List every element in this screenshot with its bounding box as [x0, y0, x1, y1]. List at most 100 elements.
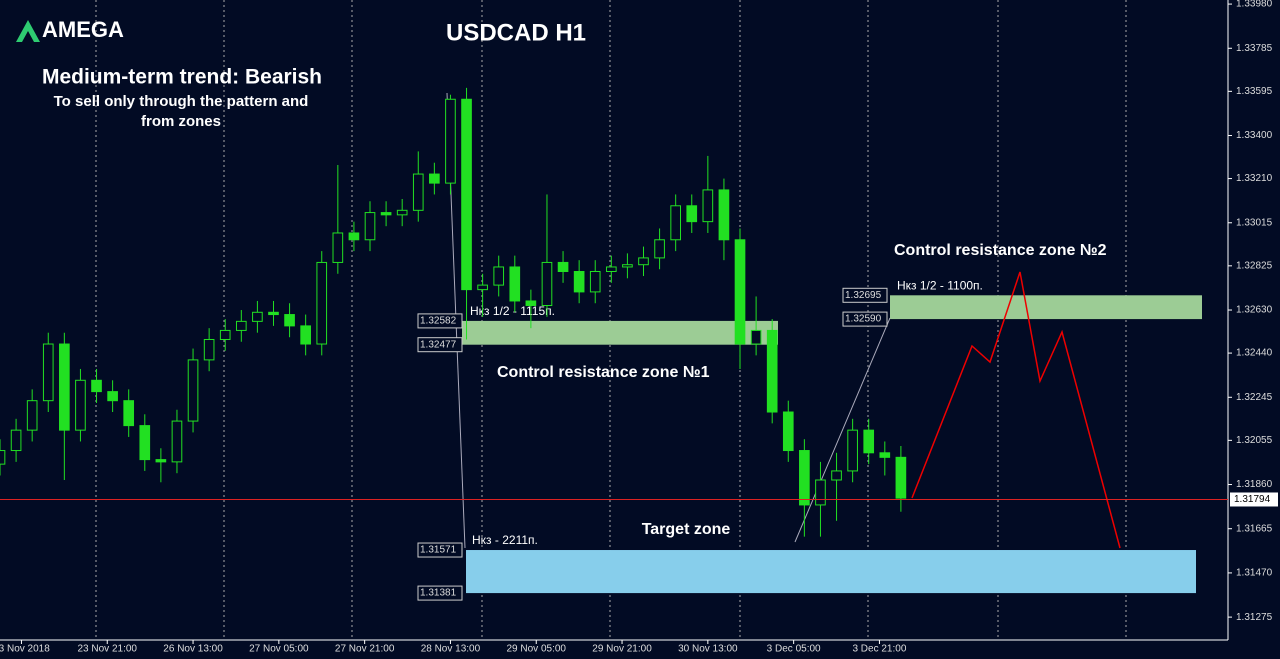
annotation: To sell only through the pattern and: [54, 93, 309, 110]
x-tick-label: 26 Nov 13:00: [163, 644, 223, 655]
candle-body: [670, 205, 681, 241]
candle-body: [702, 189, 714, 223]
candle-body: [895, 456, 907, 499]
candle-body: [557, 261, 569, 273]
candle-body: [284, 314, 295, 327]
price-label: 1.32477: [420, 339, 457, 350]
x-tick-label: 29 Nov 05:00: [506, 644, 566, 655]
candle-body: [799, 450, 810, 506]
candle-body: [187, 359, 199, 422]
x-tick-label: 27 Nov 21:00: [335, 644, 395, 655]
y-tick-label: 1.31470: [1236, 568, 1273, 579]
y-tick-label: 1.32245: [1236, 392, 1273, 403]
candle-body: [235, 320, 247, 331]
y-tick-label: 1.33400: [1236, 130, 1273, 141]
candle-body: [863, 429, 875, 454]
x-tick-label: 3 Dec 05:00: [767, 644, 821, 655]
zone-name: Target zone: [642, 521, 731, 538]
y-tick-label: 1.32825: [1236, 260, 1273, 271]
price-label: 1.32590: [845, 314, 882, 325]
candle-body: [412, 173, 424, 211]
subtitle: Medium-term trend: Bearish: [42, 66, 322, 89]
candle-body: [139, 425, 151, 461]
zone-note: Нкз - 2211п.: [472, 533, 538, 547]
candle-body: [879, 452, 891, 458]
candle-body: [219, 329, 231, 340]
candle-body: [622, 264, 633, 268]
candle-body: [316, 261, 328, 345]
candle-body: [300, 325, 311, 345]
zone: [466, 550, 1196, 594]
zone: [890, 295, 1202, 320]
candle-body: [493, 266, 505, 286]
candle-body: [268, 311, 279, 316]
price-label-box: [842, 311, 888, 327]
candle-body: [734, 239, 746, 345]
candle-body: [0, 450, 6, 465]
zone-note: Нкз 1/2 - 1115п.: [470, 304, 555, 318]
candle-body: [638, 257, 649, 266]
candle-body: [107, 391, 118, 402]
candle-body: [10, 429, 22, 452]
candle-body: [91, 379, 102, 393]
candle-body: [59, 343, 70, 431]
price-label: 1.32582: [420, 316, 457, 327]
price-label-box: [417, 542, 463, 558]
candle-body: [396, 209, 408, 216]
zone-name: Control resistance zone №1: [497, 364, 710, 381]
projection-line: [794, 317, 891, 543]
candle-body: [525, 300, 537, 306]
y-tick-label: 1.33785: [1236, 43, 1273, 54]
candle-body: [815, 479, 826, 506]
candle-body: [364, 212, 376, 241]
candle-body: [252, 311, 263, 322]
x-tick-label: 23 Nov 21:00: [77, 644, 137, 655]
candle-body: [348, 232, 360, 241]
candle-body: [750, 329, 762, 345]
candle-body: [766, 329, 778, 413]
candle-body: [332, 232, 344, 263]
y-tick-label: 1.31665: [1236, 523, 1273, 534]
y-tick-label: 1.33015: [1236, 217, 1273, 228]
logo-icon: [16, 20, 40, 42]
zone-note: Нкз 1/2 - 1100п.: [897, 278, 983, 292]
price-label-box: [417, 585, 463, 601]
x-tick-label: 23 Nov 2018: [0, 644, 50, 655]
price-label: 1.31381: [420, 588, 457, 599]
grid: [95, 0, 1127, 640]
annotation: from zones: [141, 113, 221, 130]
candle-body: [573, 271, 585, 293]
candle-body: [509, 266, 521, 302]
x-tick-label: 27 Nov 05:00: [249, 644, 309, 655]
price-label-box: [417, 337, 463, 353]
candle-body: [654, 239, 665, 259]
x-tick-label: 30 Nov 13:00: [678, 644, 738, 655]
y-tick-label: 1.32055: [1236, 435, 1273, 446]
zone-name: Control resistance zone №2: [894, 242, 1107, 259]
candle-body: [605, 266, 617, 273]
candle-body: [831, 470, 842, 481]
price-label-box: [842, 287, 888, 303]
candle-body: [686, 205, 698, 223]
price-label: 1.32695: [845, 290, 882, 301]
candle-body: [718, 189, 730, 241]
candle-body: [589, 271, 601, 293]
candle-body: [75, 379, 86, 431]
x-tick-label: 28 Nov 13:00: [421, 644, 481, 655]
candle-body: [26, 400, 38, 431]
y-tick-label: 1.31860: [1236, 479, 1273, 490]
candle-body: [155, 459, 167, 463]
y-tick-label: 1.32440: [1236, 348, 1273, 359]
candle-body: [782, 411, 794, 452]
x-tick-label: 29 Nov 21:00: [592, 644, 652, 655]
price-label-box: [417, 313, 463, 329]
y-tick-label: 1.32630: [1236, 305, 1273, 316]
x-tick-label: 3 Dec 21:00: [852, 644, 906, 655]
y-tick-label: 1.33980: [1236, 0, 1273, 10]
candle-body: [541, 261, 553, 306]
candle-body: [380, 212, 392, 216]
candle-body: [847, 429, 858, 472]
price-label: 1.31571: [420, 545, 457, 556]
candle-body: [461, 98, 472, 291]
y-tick-label: 1.33210: [1236, 173, 1273, 184]
